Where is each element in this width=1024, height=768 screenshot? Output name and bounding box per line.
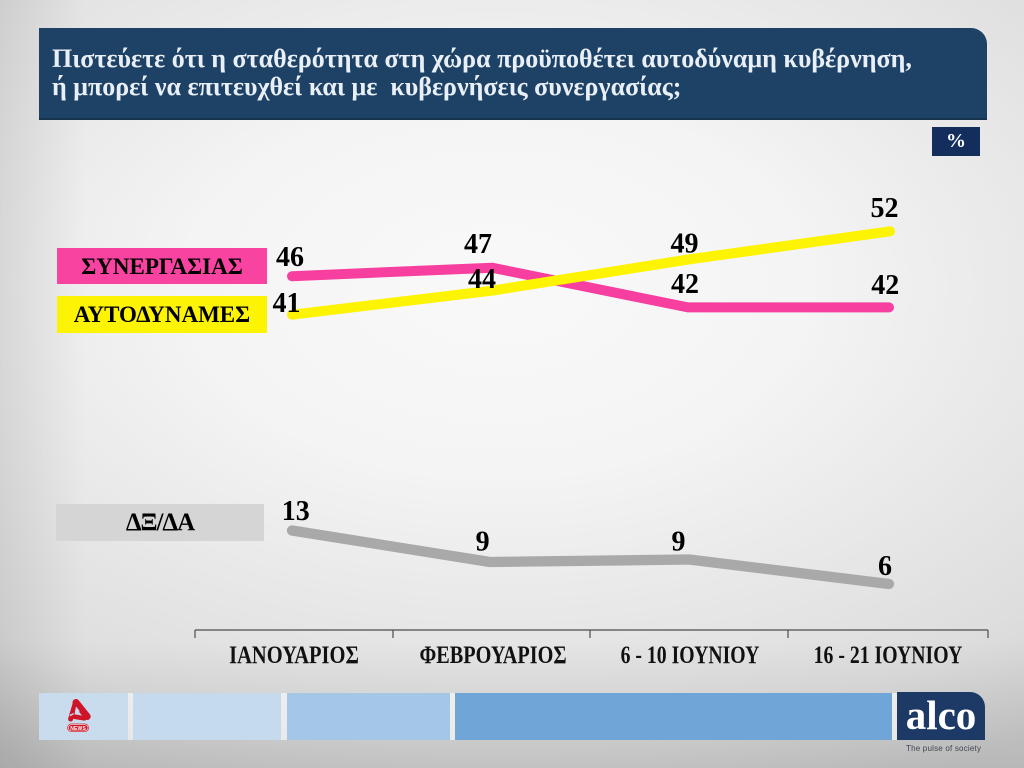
svg-text:16 - 21 ΙΟΥΝΙΟΥ: 16 - 21 ΙΟΥΝΙΟΥ	[814, 641, 963, 669]
svg-text:41: 41	[273, 288, 301, 319]
svg-text:44: 44	[468, 264, 496, 295]
svg-text:13: 13	[282, 496, 310, 527]
svg-text:42: 42	[671, 269, 699, 300]
svg-text:46: 46	[276, 242, 304, 273]
svg-text:6 - 10 ΙΟΥΝΙΟΥ: 6 - 10 ΙΟΥΝΙΟΥ	[621, 641, 760, 669]
svg-text:9: 9	[672, 527, 686, 558]
svg-text:ΙΑΝΟΥΑΡΙΟΣ: ΙΑΝΟΥΑΡΙΟΣ	[229, 641, 359, 668]
svg-text:52: 52	[871, 193, 899, 224]
svg-text:49: 49	[671, 229, 699, 260]
svg-text:NEWS: NEWS	[70, 726, 86, 732]
svg-text:6: 6	[878, 551, 892, 582]
svg-text:ΦΕΒΡΟΥΑΡΙΟΣ: ΦΕΒΡΟΥΑΡΙΟΣ	[419, 641, 566, 668]
svg-text:47: 47	[464, 229, 492, 260]
svg-text:9: 9	[476, 527, 490, 558]
svg-text:42: 42	[871, 270, 899, 301]
